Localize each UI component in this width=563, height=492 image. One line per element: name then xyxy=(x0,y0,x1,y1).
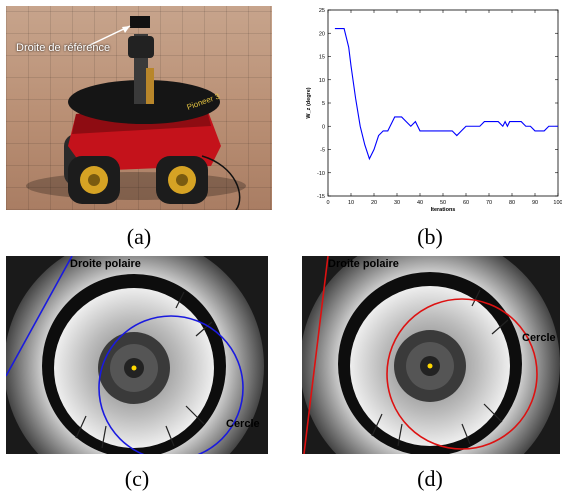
x-tick-label: 90 xyxy=(532,200,538,206)
x-tick-label: 0 xyxy=(326,200,329,206)
x-tick-label: 10 xyxy=(348,200,354,206)
x-tick-label: 40 xyxy=(417,200,423,206)
fisheye-scene-c xyxy=(6,256,268,454)
x-tick-label: 50 xyxy=(440,200,446,206)
circle-label: Cercle xyxy=(522,332,556,344)
reference-line-label: Droite de référence xyxy=(16,42,111,54)
y-tick-label: -15 xyxy=(317,194,325,200)
center-dot xyxy=(131,365,137,371)
circle-label: Cercle xyxy=(226,418,260,430)
x-tick-label: 70 xyxy=(486,200,492,206)
y-axis-label: W_z (degre) xyxy=(306,87,312,118)
chart-svg: 0 10 20 30 40 50 60 70 80 90 100 -15 -10 -5 0 5 10 15 20 25… xyxy=(306,8,562,213)
robot-illustration: Pioneer 3 xyxy=(26,16,246,210)
y-tick-label: 15 xyxy=(319,55,325,61)
y-tick-label: 5 xyxy=(322,101,325,107)
x-tick-label: 100 xyxy=(553,200,562,206)
x-axis-label: Iterations xyxy=(431,207,456,213)
series-line xyxy=(334,28,558,161)
circle-overlay xyxy=(98,315,244,454)
x-tick-label: 30 xyxy=(394,200,400,206)
polar-line-label: Droite polaire xyxy=(328,258,399,270)
robot-photo: Pioneer 3 Droite de référence xyxy=(6,6,272,210)
x-tick-label: 20 xyxy=(371,200,377,206)
polar-line-overlay xyxy=(6,256,73,377)
y-tick-label: 25 xyxy=(319,8,325,14)
y-tick-label: 0 xyxy=(322,124,325,130)
y-tick-label: 20 xyxy=(319,31,325,37)
caption-d: (d) xyxy=(417,466,443,491)
x-tick-label: 60 xyxy=(463,200,469,206)
center-dot xyxy=(427,363,433,369)
fisheye-image-d: Droite polaire Cercle xyxy=(302,256,560,454)
caption-a: (a) xyxy=(126,224,152,249)
fisheye-scene-d xyxy=(302,256,560,454)
caption-b: (b) xyxy=(417,224,443,249)
y-tick-label: 10 xyxy=(319,78,325,84)
fisheye-image-c: Droite polaire Cercle xyxy=(6,256,268,454)
polar-line-label: Droite polaire xyxy=(70,258,141,270)
circle-overlay xyxy=(386,298,538,450)
y-tick-label: -5 xyxy=(320,148,325,154)
caption-c: (c) xyxy=(124,466,150,491)
y-tick-label: -10 xyxy=(317,171,325,177)
polar-line-overlay xyxy=(303,256,329,454)
plot-frame xyxy=(327,9,559,197)
x-tick-label: 80 xyxy=(509,200,515,206)
rotation-chart: 0 10 20 30 40 50 60 70 80 90 100 -15 -10 -5 0 5 10 15 20 25… xyxy=(298,4,562,218)
